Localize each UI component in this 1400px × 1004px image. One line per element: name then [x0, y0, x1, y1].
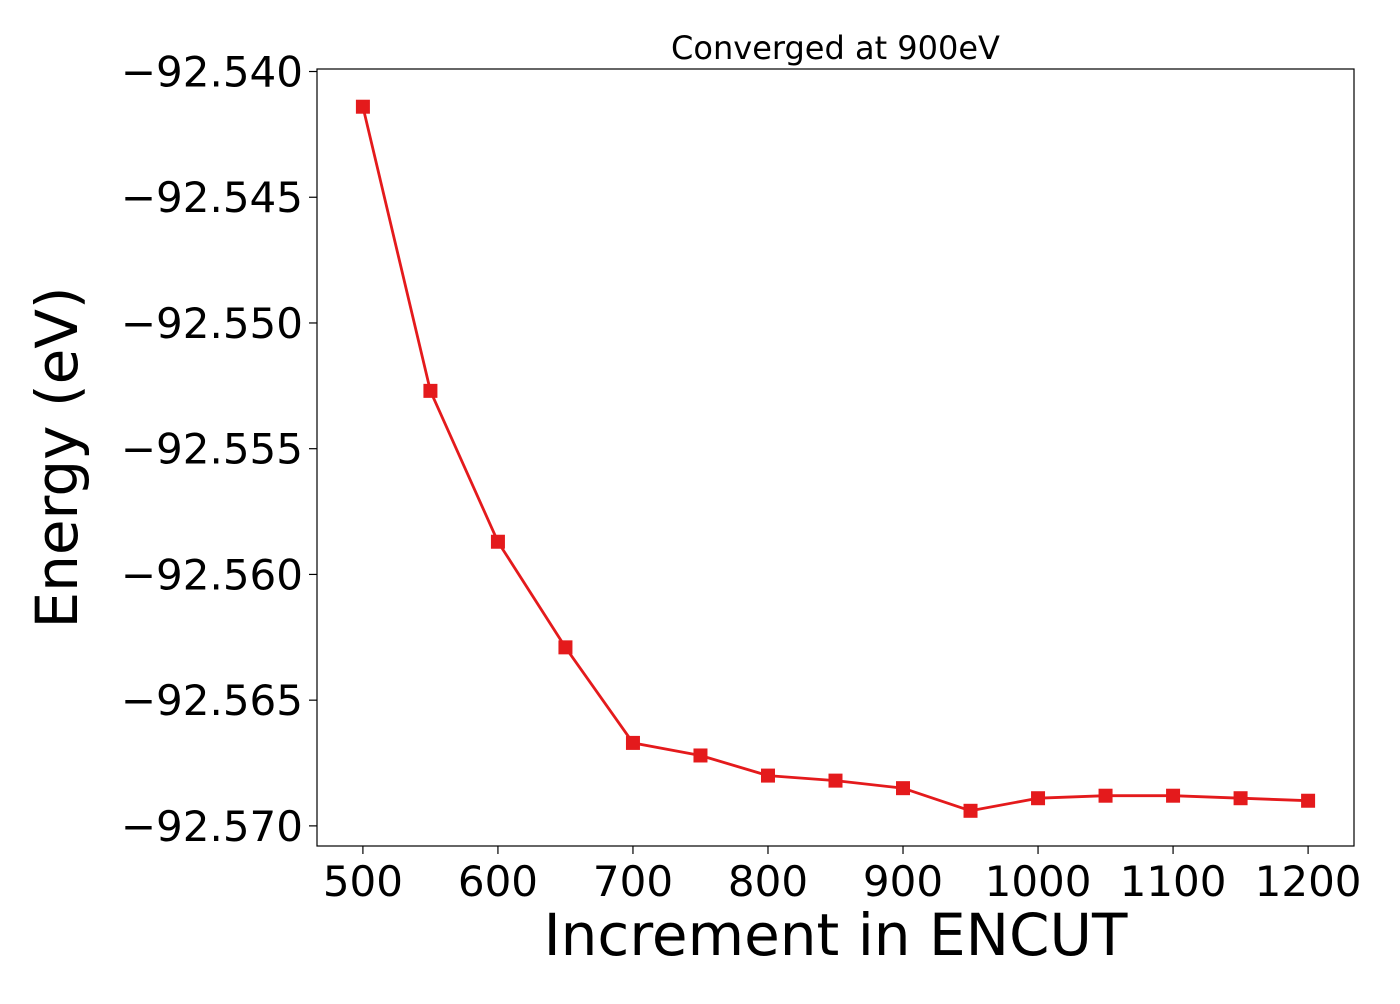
y-tick-label: −92.545	[121, 173, 303, 222]
data-point-marker	[1098, 788, 1113, 803]
x-tick-label: 800	[728, 857, 808, 906]
data-point-marker	[423, 383, 438, 398]
y-tick-label: −92.555	[121, 425, 303, 474]
x-tick-label: 1100	[1120, 857, 1227, 906]
x-tick-label: 1000	[985, 857, 1092, 906]
y-tick-label: −92.550	[121, 299, 303, 348]
x-axis-label: Increment in ENCUT	[544, 901, 1128, 969]
data-point-marker	[693, 748, 708, 763]
data-point-marker	[1233, 791, 1248, 806]
y-tick-label: −92.540	[121, 48, 303, 97]
x-tick-label: 500	[323, 857, 403, 906]
axis-ticks: 500 600 700 800 900 1000 1100 1200 −92.540 −92.54…	[121, 48, 1362, 906]
x-tick-label: 900	[863, 857, 943, 906]
y-tick-label: −92.560	[121, 550, 303, 599]
x-tick-label: 700	[593, 857, 673, 906]
data-point-marker	[355, 99, 370, 114]
plot-frame	[316, 68, 1355, 847]
chart-title: Converged at 900eV	[671, 29, 1000, 67]
data-point-marker	[1031, 791, 1046, 806]
data-point-marker	[760, 768, 775, 783]
data-point-marker	[558, 640, 573, 655]
data-point-marker	[896, 781, 911, 796]
data-point-marker	[1301, 793, 1316, 808]
data-point-marker	[490, 534, 505, 549]
data-series	[355, 99, 1316, 818]
data-point-marker	[963, 803, 978, 818]
data-point-marker	[625, 735, 640, 750]
y-tick-label: −92.570	[121, 802, 303, 851]
y-axis-label: Energy (eV)	[23, 286, 91, 628]
data-point-marker	[828, 773, 843, 788]
y-tick-label: −92.565	[121, 676, 303, 725]
x-tick-label: 600	[458, 857, 538, 906]
data-point-marker	[1166, 788, 1181, 803]
x-tick-label: 1200	[1255, 857, 1362, 906]
